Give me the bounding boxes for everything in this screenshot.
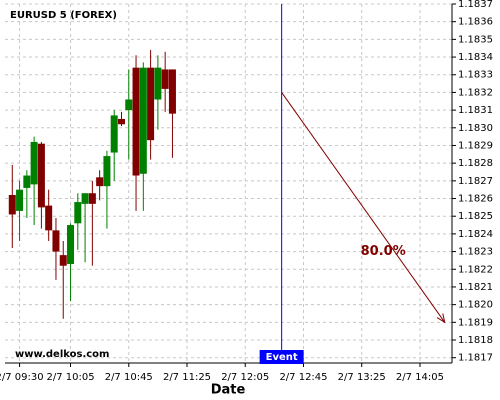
- y-tick-label: 1.1829: [458, 140, 493, 151]
- candle-body: [110, 115, 118, 153]
- candle-body: [30, 141, 38, 185]
- y-tick-label: 1.1833: [458, 70, 493, 81]
- y-tick-label: 1.1832: [458, 87, 493, 98]
- y-tick-label: 1.1819: [458, 317, 493, 328]
- candle-body: [74, 202, 82, 224]
- candle-body: [23, 175, 31, 188]
- chart-title: EURUSD 5 (FOREX): [10, 10, 117, 21]
- forecast-arrow: [281, 92, 446, 323]
- y-tick-label: 1.1824: [458, 229, 493, 240]
- y-tick-label: 1.1834: [458, 52, 493, 63]
- x-tick-label: 2/7 09:30: [0, 372, 44, 383]
- candle-body: [96, 177, 104, 187]
- x-tick-label: 2/7 10:05: [46, 372, 94, 383]
- candle-body: [168, 69, 176, 114]
- y-tick-label: 1.1825: [458, 211, 493, 222]
- candle-body: [37, 143, 45, 208]
- y-tick-label: 1.1828: [458, 158, 493, 169]
- candle-body: [161, 69, 169, 89]
- watermark: www.delkos.com: [15, 349, 109, 360]
- y-tick-label: 1.1837: [458, 0, 493, 10]
- forecast-label: 80.0%: [361, 244, 406, 259]
- event-badge: [259, 350, 304, 364]
- candle-body: [59, 255, 67, 266]
- candle-body: [45, 205, 53, 231]
- candle-body: [147, 67, 155, 141]
- y-tick-label: 1.1830: [458, 123, 493, 134]
- x-tick-label: 2/7 11:25: [163, 372, 211, 383]
- x-tick-label: 2/7 12:45: [279, 372, 327, 383]
- candle-body: [103, 156, 111, 187]
- y-tick-label: 1.1831: [458, 105, 493, 116]
- x-tick-label: 2/7 13:25: [338, 372, 386, 383]
- candle-body: [67, 225, 75, 264]
- y-tick-label: 1.1820: [458, 300, 493, 311]
- arrow-head: [436, 313, 446, 324]
- y-tick-label: 1.1835: [458, 34, 493, 45]
- x-tick-label: 2/7 14:05: [396, 372, 444, 383]
- marks: [8, 49, 176, 319]
- candle-body: [117, 118, 125, 125]
- y-tick-label: 1.1827: [458, 176, 493, 187]
- candle-body: [88, 193, 96, 204]
- candle-body: [125, 99, 133, 111]
- candle-body: [81, 193, 89, 204]
- candle-body: [8, 194, 16, 215]
- candle-body: [16, 189, 24, 211]
- candle-body: [52, 230, 60, 252]
- y-tick-label: 1.1817: [458, 353, 493, 364]
- y-tick-label: 1.1822: [458, 264, 493, 275]
- candle-body: [154, 67, 162, 100]
- event-label: Event: [266, 352, 298, 363]
- x-tick-label: 2/7 12:05: [221, 372, 269, 383]
- x-tick-label: 2/7 10:45: [105, 372, 153, 383]
- candle-body: [132, 67, 140, 176]
- y-tick-label: 1.1818: [458, 335, 493, 346]
- y-tick-label: 1.1821: [458, 282, 493, 293]
- y-tick-label: 1.1823: [458, 247, 493, 258]
- x-axis-label: Date: [211, 383, 246, 398]
- y-tick-label: 1.1836: [458, 17, 493, 28]
- y-tick-label: 1.1826: [458, 194, 493, 205]
- candle-body: [139, 67, 147, 174]
